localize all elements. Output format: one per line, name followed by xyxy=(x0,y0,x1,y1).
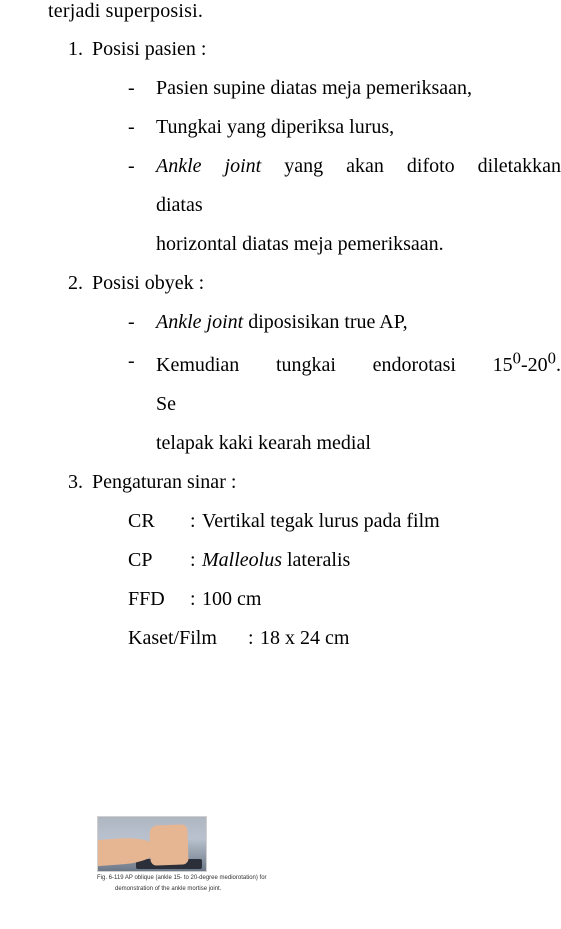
ffd-label: FFD xyxy=(128,580,190,619)
item2-b1-rest: diposisikan true AP, xyxy=(243,311,407,333)
item2-bullet-2: Kemudian tungkai endorotasi 150-200. Se … xyxy=(128,342,561,463)
item2-b2-dash: -20 xyxy=(521,354,548,376)
colon: : xyxy=(248,619,260,658)
item2-title: Posisi obyek : xyxy=(92,272,204,294)
list-item-2: Posisi obyek : Ankle joint diposisikan t… xyxy=(88,264,561,463)
item2-b2-line2: telapak kaki kearah medial xyxy=(156,424,561,463)
foot-shape xyxy=(149,824,188,865)
figure-thumbnail xyxy=(97,816,207,872)
ffd-value: 100 cm xyxy=(202,580,261,619)
colon: : xyxy=(190,541,202,580)
cp-value: Malleolus lateralis xyxy=(202,541,350,580)
param-kaset: Kaset/Film : 18 x 24 cm xyxy=(128,619,561,658)
item2-b2-text1: Kemudian tungkai endorotasi 15 xyxy=(156,354,513,376)
colon: : xyxy=(190,580,202,619)
list-item-1: Posisi pasien : Pasien supine diatas mej… xyxy=(88,30,561,264)
item1-bullet-1: Pasien supine diatas meja pemeriksaan, xyxy=(128,69,561,108)
item3-title: Pengaturan sinar : xyxy=(92,471,236,493)
item2-b2-sup0: 0 xyxy=(513,348,521,367)
figure-caption-line-1: Fig. 6-119 AP oblique (ankle 15- to 20-d… xyxy=(97,875,205,883)
list-item-3: Pengaturan sinar : CR : Vertikal tegak l… xyxy=(88,463,561,658)
kaset-label: Kaset/Film xyxy=(128,619,248,658)
cp-label: CP xyxy=(128,541,190,580)
cr-value: Vertikal tegak lurus pada film xyxy=(202,502,440,541)
figure-caption-line-2: demonstration of the ankle mortise joint… xyxy=(97,886,205,894)
item1-bullet-2: Tungkai yang diperiksa lurus, xyxy=(128,108,561,147)
document-body: Posisi pasien : Pasien supine diatas mej… xyxy=(48,30,561,658)
item1-b3-line2: horizontal diatas meja pemeriksaan. xyxy=(156,225,561,264)
cr-label: CR xyxy=(128,502,190,541)
partial-previous-line: terjadi superposisi. xyxy=(48,0,203,23)
param-cr: CR : Vertikal tegak lurus pada film xyxy=(128,502,561,541)
item1-bullet-3: Ankle joint yang akan difoto diletakkan … xyxy=(128,147,561,264)
cp-value-italic: Malleolus xyxy=(202,549,282,571)
figure-ankle-position: Fig. 6-119 AP oblique (ankle 15- to 20-d… xyxy=(97,816,205,893)
param-ffd: FFD : 100 cm xyxy=(128,580,561,619)
cp-value-rest: lateralis xyxy=(282,549,350,571)
item2-b1-italic: Ankle joint xyxy=(156,311,243,333)
item2-bullet-1: Ankle joint diposisikan true AP, xyxy=(128,303,561,342)
item1-b3-italic: Ankle joint xyxy=(156,155,261,177)
item1-title: Posisi pasien : xyxy=(92,38,206,60)
param-cp: CP : Malleolus lateralis xyxy=(128,541,561,580)
colon: : xyxy=(190,502,202,541)
item2-b2-sup1: 0 xyxy=(548,348,556,367)
kaset-value: 18 x 24 cm xyxy=(260,619,349,658)
